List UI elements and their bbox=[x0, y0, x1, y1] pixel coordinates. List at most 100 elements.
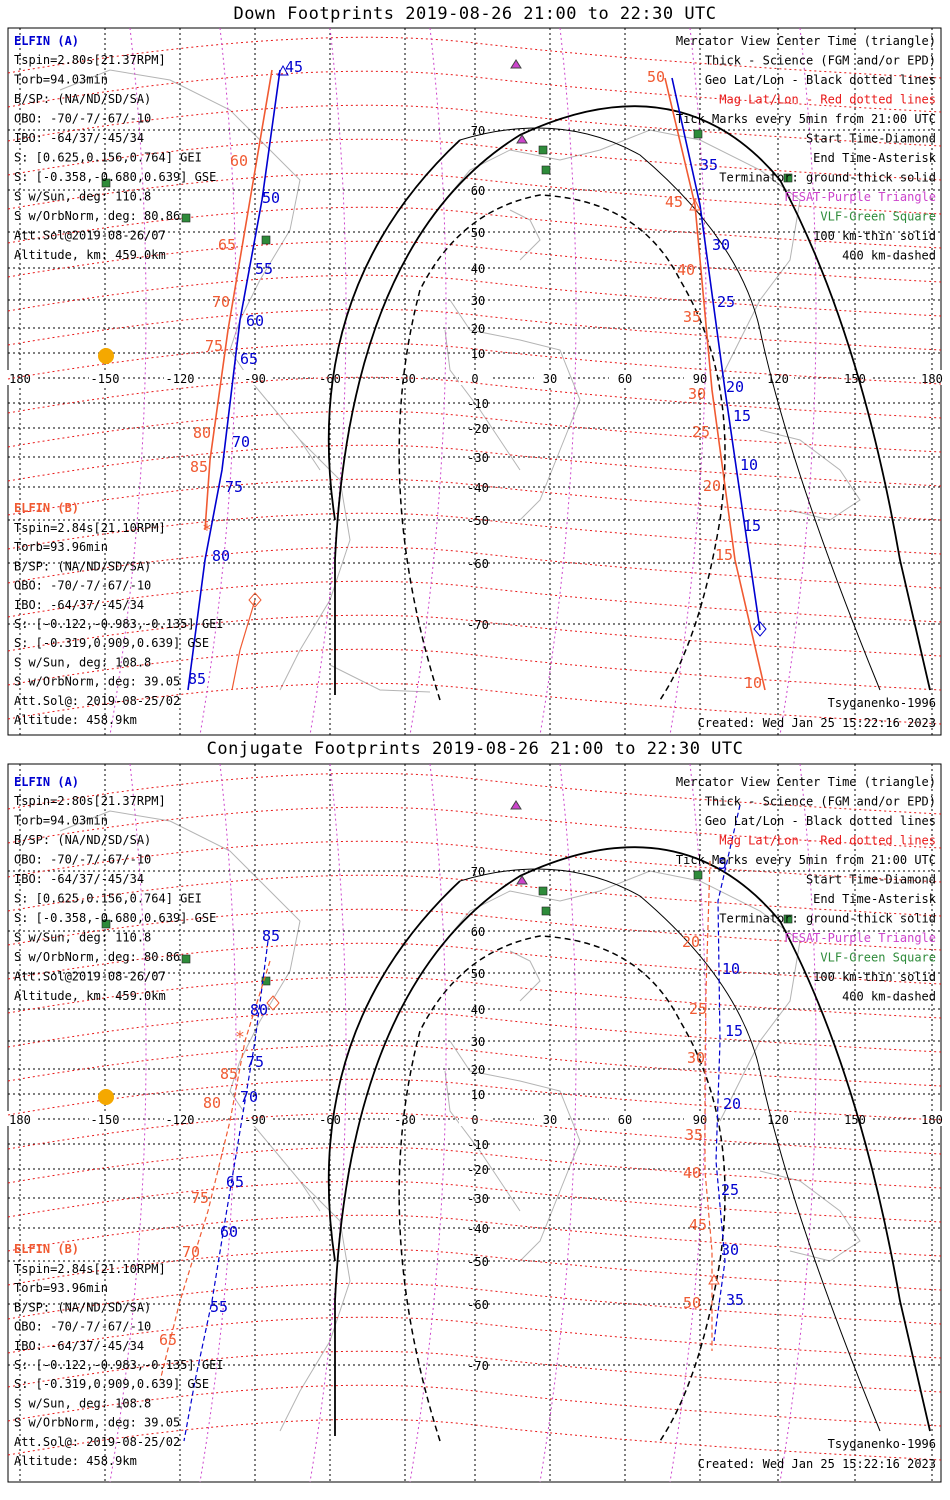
lat-label: 20 bbox=[471, 1063, 485, 1077]
mag-meridian bbox=[539, 27, 577, 736]
elfin-a-info-line: S w/OrbNorm, deg: 80.86 bbox=[14, 950, 180, 964]
elfin-b-tick-label: 70 bbox=[182, 1243, 200, 1261]
elfin-a-tick-label: 50 bbox=[262, 189, 280, 207]
elfin-b-info-line: IBO: -64/37/-45/34 bbox=[14, 1339, 144, 1353]
elfin-b-info-line: S w/OrbNorm, deg: 39.05 bbox=[14, 1416, 180, 1430]
lon-label: -60 bbox=[319, 372, 341, 386]
elfin-a-tick-label: 65 bbox=[226, 1173, 244, 1191]
vlf-square-icon bbox=[181, 954, 191, 964]
legend-line: 400 km-dashed bbox=[842, 990, 936, 1004]
lat-label: -30 bbox=[467, 451, 489, 465]
lat-label: -60 bbox=[467, 557, 489, 571]
created-label: Created: Wed Jan 25 15:22:16 2023 bbox=[698, 1457, 936, 1471]
elfin-b-name: ELFIN (B) bbox=[14, 1242, 79, 1256]
lon-label-bg bbox=[314, 1111, 346, 1126]
elfin-a-tick-label: 75 bbox=[246, 1053, 264, 1071]
mag-parallel bbox=[7, 546, 942, 589]
legend-line: Mercator View Center Time (triangle) bbox=[676, 34, 936, 48]
center-triangle-icon bbox=[689, 198, 701, 211]
elfin-b-info-line: Torb=93.96min bbox=[14, 1281, 108, 1295]
elfin-a-info-line: Torb=94.03min bbox=[14, 814, 108, 828]
mag-parallel bbox=[7, 1180, 942, 1223]
elfin-a-tick-label: 70 bbox=[232, 433, 250, 451]
elfin-a-info-line: IBO: -64/37/-45/34 bbox=[14, 872, 144, 886]
lon-label-bg bbox=[459, 1111, 491, 1126]
elfin-b-tick-label: 85 bbox=[220, 1065, 238, 1083]
legend-line: VLF-Green Square bbox=[820, 951, 936, 965]
legend-line: 100 km-thin solid bbox=[813, 229, 936, 243]
elfin-b-tick-label: 75 bbox=[205, 337, 223, 355]
elfin-b-info-line: S: [-0.319,0.909,0.639] GSE bbox=[14, 1377, 209, 1391]
panel-title-conjugate: Conjugate Footprints 2019-08-26 21:00 to… bbox=[206, 739, 744, 759]
mag-parallel bbox=[7, 410, 942, 453]
legend-line: FESAT-Purple Triangle bbox=[784, 931, 936, 945]
vlf-square-icon bbox=[693, 129, 703, 139]
lat-label: 40 bbox=[471, 262, 485, 276]
lon-label-bg bbox=[239, 1111, 271, 1126]
footprint-tracks: * bbox=[159, 804, 741, 1442]
lon-label: -150 bbox=[91, 1113, 120, 1127]
elfin-a-info-line: B/SP: (NA/ND/SD/SA) bbox=[14, 833, 151, 847]
lon-label-bg bbox=[164, 370, 196, 385]
elfin-b-info-line: OBO: -70/-7/-67/-10 bbox=[14, 1320, 151, 1334]
elfin-a-track-east bbox=[671, 77, 761, 631]
elfin-a-tick-label: 25 bbox=[717, 293, 735, 311]
lat-label: -50 bbox=[467, 514, 489, 528]
lat-label: 10 bbox=[471, 1088, 485, 1102]
elfin-a-info-line: IBO: -64/37/-45/34 bbox=[14, 131, 144, 145]
lon-label: 90 bbox=[693, 372, 707, 386]
elfin-b-info-line: B/SP: (NA/ND/SD/SA) bbox=[14, 1300, 151, 1314]
elfin-a-track-west bbox=[187, 69, 281, 691]
lat-label: -40 bbox=[467, 1222, 489, 1236]
legend-line: Thick - Science (FGM and/or EPD) bbox=[705, 54, 936, 68]
vlf-square-icon bbox=[538, 145, 548, 155]
lon-label-bg bbox=[164, 1111, 196, 1126]
lat-label: -20 bbox=[467, 1163, 489, 1177]
elfin-b-tick-label: 25 bbox=[692, 423, 710, 441]
elfin-b-info-line: B/SP: (NA/ND/SD/SA) bbox=[14, 559, 151, 573]
lon-label-bg bbox=[839, 370, 871, 385]
vlf-square-icon bbox=[261, 235, 271, 245]
coastline bbox=[509, 209, 541, 261]
elfin-b-info: ELFIN (B) Tspin=2.84s[21.10RPM] Torb=93.96… bbox=[14, 501, 224, 727]
mag-parallel bbox=[7, 36, 942, 79]
lat-label: -10 bbox=[467, 1138, 489, 1152]
elfin-b-info-line: S w/Sun, deg: 108.8 bbox=[14, 1396, 151, 1410]
lat-label: 20 bbox=[471, 322, 485, 336]
elfin-b-tick-label: 80 bbox=[193, 424, 211, 442]
elfin-b-info-line: IBO: -64/37/-45/34 bbox=[14, 598, 144, 612]
vlf-square-icon bbox=[101, 919, 111, 929]
elfin-b-tick-label: 40 bbox=[677, 261, 695, 279]
elfin-b-track-east bbox=[664, 77, 766, 691]
lat-label: -20 bbox=[467, 422, 489, 436]
lon-label-bg bbox=[609, 1111, 641, 1126]
fesat-triangle-icon bbox=[516, 875, 528, 885]
mag-parallel bbox=[7, 1146, 942, 1189]
mag-parallel bbox=[7, 240, 942, 283]
elfin-a-tick-label: 15 bbox=[743, 517, 761, 535]
legend-line: Tick Marks every 5min from 21:00 UTC bbox=[676, 112, 936, 126]
start-diamond-icon bbox=[248, 592, 262, 608]
elfin-a-tick-label: 35 bbox=[726, 1291, 744, 1309]
elfin-b-tick-label: 35 bbox=[683, 308, 701, 326]
mag-meridian bbox=[779, 27, 817, 736]
elfin-a-tick-label: 55 bbox=[210, 1298, 228, 1316]
elfin-a-tick-label: 15 bbox=[725, 1022, 743, 1040]
elfin-b-tick-label: 15 bbox=[715, 546, 733, 564]
vlf-square-icon bbox=[538, 886, 548, 896]
mag-parallel bbox=[7, 308, 942, 351]
mag-parallel bbox=[7, 1112, 942, 1155]
lat-label: -30 bbox=[467, 1192, 489, 1206]
mag-parallel bbox=[7, 1316, 942, 1359]
elfin-b-info-line: S w/OrbNorm, deg: 39.05 bbox=[14, 675, 180, 689]
mag-parallel bbox=[7, 1384, 942, 1427]
mag-parallel bbox=[7, 772, 942, 815]
mag-parallel bbox=[7, 580, 942, 623]
elfin-b-tick-label: 40 bbox=[683, 1164, 701, 1182]
coastline bbox=[279, 1180, 351, 1432]
coastline bbox=[509, 950, 541, 1002]
mag-parallel bbox=[7, 70, 942, 113]
elfin-b-info-line: S w/Sun, deg: 108.8 bbox=[14, 655, 151, 669]
lon-label-bg bbox=[684, 1111, 716, 1126]
legend-line: Mag Lat/Lon - Red dotted lines bbox=[719, 93, 936, 107]
